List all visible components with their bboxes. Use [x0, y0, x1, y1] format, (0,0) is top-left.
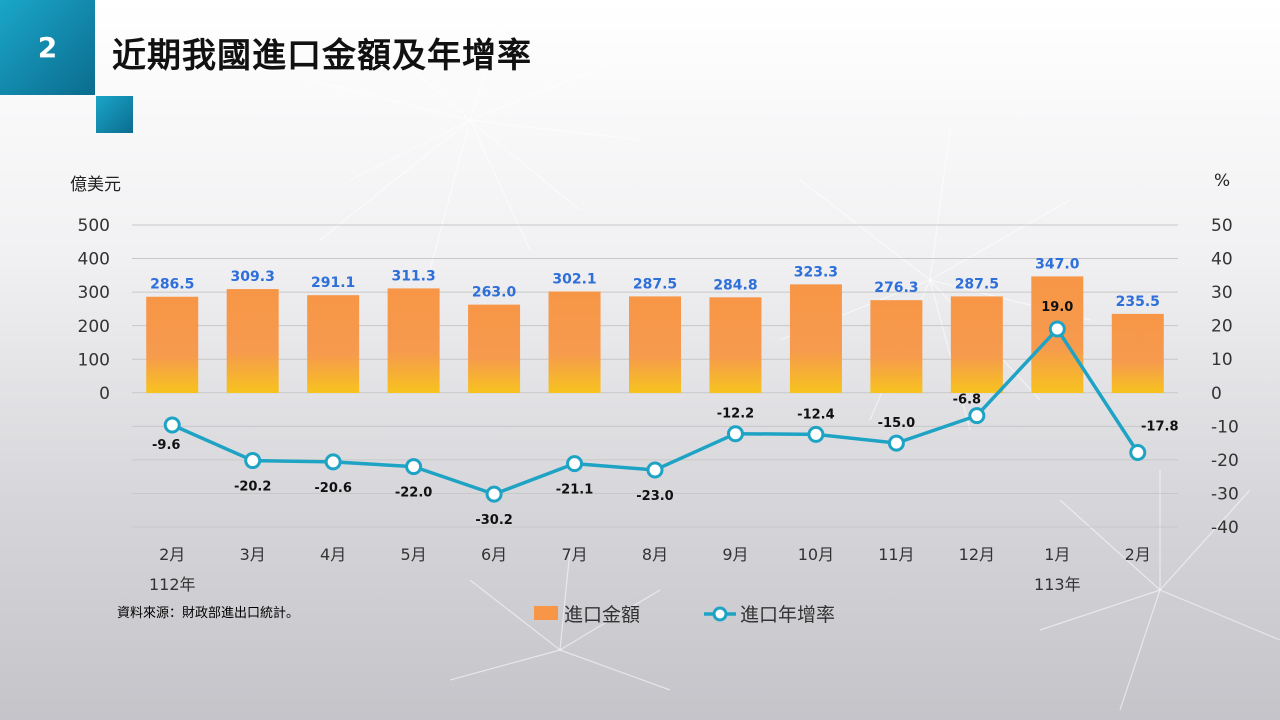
legend-swatch-bar	[534, 606, 558, 620]
x-axis-tick: 3月	[240, 545, 266, 564]
line-point	[1048, 320, 1066, 338]
line-point	[807, 425, 825, 443]
bar-value-label: 347.0	[1035, 256, 1080, 272]
line-point	[566, 455, 584, 473]
line-value-label: -23.0	[636, 489, 673, 504]
bar-value-label: 323.3	[794, 264, 838, 280]
left-axis-tick: 400	[78, 250, 110, 270]
right-axis-tick: -30	[1211, 484, 1239, 504]
line-value-label: -21.1	[556, 483, 593, 498]
x-axis-tick: 11月	[878, 545, 914, 564]
bar-import-amount	[146, 296, 199, 393]
bar-import-amount	[226, 289, 279, 393]
bar-import-amount	[950, 296, 1003, 393]
x-axis-tick: 12月	[959, 545, 995, 564]
line-point	[646, 461, 664, 479]
slide-title: 近期我國進口金額及年增率	[112, 36, 532, 76]
line-value-label: -6.8	[953, 393, 981, 408]
right-axis-tick: 30	[1211, 283, 1233, 303]
line-point	[726, 425, 744, 443]
slide-number: 2	[37, 31, 58, 64]
bar-import-amount	[870, 300, 923, 393]
line-point	[485, 485, 503, 503]
bar-value-label: 276.3	[874, 280, 918, 296]
left-axis-tick: 200	[78, 317, 110, 337]
bar-import-amount	[468, 304, 521, 393]
x-axis-tick: 6月	[481, 545, 507, 564]
line-point	[887, 434, 905, 452]
bar-value-label: 302.1	[552, 271, 596, 287]
right-axis-unit: %	[1214, 171, 1230, 191]
bar-import-amount	[629, 296, 681, 393]
x-axis-tick: 2月	[159, 545, 185, 564]
x-axis-year-label: 112年	[149, 575, 196, 594]
x-axis-tick: 9月	[722, 545, 748, 564]
left-axis-tick: 500	[78, 216, 110, 236]
right-axis-tick: 50	[1211, 216, 1233, 236]
line-point	[405, 458, 423, 476]
right-axis-tick: 40	[1211, 250, 1233, 270]
bar-value-label: 263.0	[472, 285, 517, 301]
line-value-label: -17.8	[1141, 420, 1178, 435]
bar-value-label: 235.5	[1116, 294, 1160, 310]
bar-import-amount	[307, 295, 360, 393]
right-axis-tick: -10	[1211, 417, 1239, 437]
line-point	[1129, 444, 1147, 462]
bar-value-label: 309.3	[231, 269, 275, 285]
bar-value-label: 287.5	[633, 276, 677, 292]
x-axis-tick: 7月	[561, 545, 587, 564]
right-axis-tick: -20	[1211, 451, 1239, 471]
line-value-label: -20.6	[314, 481, 351, 496]
legend-swatch-marker	[712, 606, 728, 622]
slide-number-badge: 2	[0, 0, 95, 95]
line-value-label: -12.4	[797, 407, 834, 422]
line-value-label: 19.0	[1041, 300, 1073, 315]
legend-label-line: 進口年增率	[740, 604, 835, 626]
line-point	[324, 453, 342, 471]
x-axis-tick: 4月	[320, 545, 346, 564]
line-value-label: -12.2	[717, 407, 754, 422]
line-value-label: -22.0	[395, 486, 432, 501]
bar-import-amount	[1111, 313, 1164, 393]
right-axis-tick: 10	[1211, 350, 1233, 370]
line-point	[968, 407, 986, 425]
right-axis-tick: 0	[1211, 384, 1222, 404]
badge-accent	[96, 96, 133, 133]
bar-value-label: 287.5	[955, 276, 999, 292]
line-value-label: -20.2	[234, 480, 271, 495]
bar-import-amount	[789, 284, 842, 393]
right-axis-tick: 20	[1211, 317, 1233, 337]
line-value-label: -15.0	[878, 416, 915, 431]
line-value-label: -9.6	[152, 438, 180, 453]
bar-import-amount	[709, 297, 762, 393]
source-note: 資料來源：財政部進出口統計。	[117, 606, 300, 621]
left-axis-tick: 0	[99, 384, 110, 404]
legend-label-bar: 進口金額	[564, 604, 640, 626]
line-value-label: -30.2	[475, 513, 512, 528]
x-axis-year-label: 113年	[1034, 575, 1081, 594]
left-axis-tick: 300	[78, 283, 110, 303]
x-axis-tick: 8月	[642, 545, 668, 564]
x-axis-tick: 10月	[798, 545, 834, 564]
bar-import-amount	[548, 291, 601, 393]
right-axis-tick: -40	[1211, 518, 1239, 538]
line-point	[163, 416, 181, 434]
line-point	[244, 452, 262, 470]
bar-value-label: 286.5	[150, 277, 194, 293]
x-axis-tick: 2月	[1125, 545, 1151, 564]
x-axis-tick: 1月	[1044, 545, 1070, 564]
left-axis-tick: 100	[78, 350, 110, 370]
x-axis-tick: 5月	[401, 545, 427, 564]
bar-value-label: 311.3	[391, 268, 435, 284]
left-axis-unit: 億美元	[70, 175, 121, 195]
bar-import-amount	[387, 288, 440, 393]
bar-value-label: 291.1	[311, 275, 355, 291]
bar-value-label: 284.8	[713, 277, 757, 293]
